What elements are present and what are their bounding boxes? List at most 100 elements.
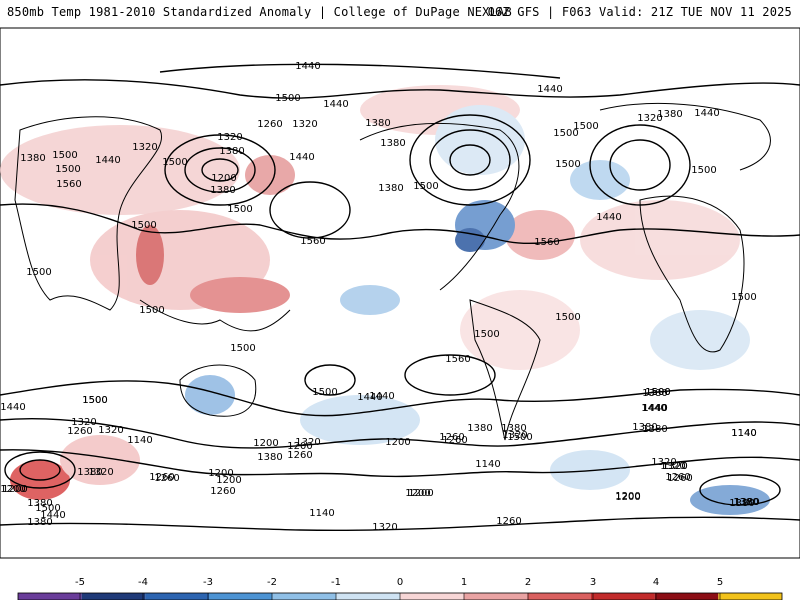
contour-label: 1560 [300, 236, 325, 247]
contour-label: 1500 [26, 267, 51, 278]
contour-label: 1380 [77, 467, 102, 478]
colorbar-swatch [718, 593, 782, 600]
cold-anomaly [185, 375, 235, 415]
colorbar-tick-label: 0 [397, 577, 403, 588]
contour-label: 1440 [537, 84, 562, 95]
contour-label: 1440 [357, 392, 382, 403]
contour-line [269, 181, 351, 239]
contour-label: 1440 [40, 510, 65, 521]
australia-coast [179, 364, 257, 417]
contour-line [609, 139, 671, 191]
contour-label: 1500 [139, 305, 164, 316]
contour-label: 1380 [733, 497, 758, 508]
contour-label: 1380 [27, 498, 52, 509]
contour-label: 1380 [365, 118, 390, 129]
colorbar-swatch [18, 593, 82, 600]
contour-line [0, 516, 800, 532]
contour-label: 1500 [555, 159, 580, 170]
contour-label: 1140 [127, 435, 152, 446]
contour-label: 1380 [27, 517, 52, 528]
colorbar-swatch [145, 593, 209, 600]
colorbar-swatch [654, 593, 719, 600]
contour-label: 1500 [645, 387, 670, 398]
contour-label: 1320 [88, 467, 113, 478]
contour-label: 1200 [405, 488, 430, 499]
contour-label: 1200 [287, 441, 312, 452]
contour-label: 1320 [98, 425, 123, 436]
contour-label: 1380 [729, 498, 754, 509]
contour-label: 1200 [615, 491, 640, 502]
contour-label: 1320 [372, 522, 397, 533]
contour-label: 1500 [230, 343, 255, 354]
contour-label: 1500 [573, 121, 598, 132]
contour-label: 1200 [208, 468, 233, 479]
warm-anomaly [0, 125, 240, 215]
contour-label: 1260 [67, 426, 92, 437]
contour-label: 1320 [660, 461, 685, 472]
colorbar-swatch [209, 593, 273, 600]
contour-label: 1500 [553, 128, 578, 139]
contour-label: 1380 [657, 109, 682, 120]
contour-label: 1500 [413, 181, 438, 192]
warm-anomaly [245, 155, 295, 195]
contour-label: 1440 [642, 403, 667, 414]
contour-label: 1260 [210, 486, 235, 497]
contour-label: 1500 [55, 164, 80, 175]
contour-label: 1500 [507, 432, 532, 443]
contour-label: 1140 [309, 508, 334, 519]
contour-label: 1260 [667, 473, 692, 484]
contour-line [159, 63, 561, 79]
cold-anomaly [340, 285, 400, 315]
contour-label: 1500 [35, 503, 60, 514]
colorbar-swatch [527, 593, 591, 600]
maritime-asia-coast [139, 299, 291, 332]
model-run-info: 06Z GFS | F063 Valid: 21Z TUE NOV 11 202… [487, 5, 792, 19]
contour-label: 1380 [257, 452, 282, 463]
contour-label: 1440 [95, 155, 120, 166]
warm-anomaly [505, 210, 575, 260]
contour-label: 1500 [691, 165, 716, 176]
colorbar-swatch [336, 593, 400, 600]
asia-coast [14, 116, 163, 311]
colorbar-tick-label: -5 [75, 577, 85, 588]
cold-anomaly [300, 395, 420, 445]
contour-label: 1320 [132, 142, 157, 153]
contour-label: 1260 [442, 435, 467, 446]
warm-anomaly [190, 277, 290, 313]
contour-label: 1200 [0, 484, 25, 495]
cold-anomaly [690, 485, 770, 515]
colorbar-swatch [81, 593, 146, 600]
contour-label: 1440 [369, 391, 394, 402]
contour-label: 1380 [378, 183, 403, 194]
map-title: 850mb Temp 1981-2010 Standardized Anomal… [7, 5, 512, 19]
contour-label: 1260 [257, 119, 282, 130]
contour-label: 1260 [154, 473, 179, 484]
colorbar-swatch [272, 593, 337, 600]
contour-label: 1260 [287, 450, 312, 461]
contour-line [164, 134, 276, 206]
europe-coast [599, 102, 771, 171]
contour-label: 1440 [295, 61, 320, 72]
contour-line [304, 364, 356, 396]
contour-label: 1500 [731, 292, 756, 303]
contour-line [19, 459, 61, 481]
contour-label: 1260 [149, 472, 174, 483]
south-america-coast [469, 299, 541, 441]
contour-label: 1320 [217, 132, 242, 143]
contour-label: 1320 [662, 461, 687, 472]
contour-label: 1380 [632, 422, 657, 433]
colorbar-tick-label: 1 [461, 577, 467, 588]
contour-label: 1140 [731, 428, 756, 439]
contour-label: 1500 [645, 387, 670, 398]
contour-label: 1560 [534, 237, 559, 248]
colorbar-tick-label: -4 [138, 577, 148, 588]
contour-label: 1380 [467, 423, 492, 434]
colorbar-tick-label: 4 [653, 577, 659, 588]
contour-label: 1380 [642, 388, 667, 399]
cold-anomaly [570, 160, 630, 200]
colorbar-swatch [400, 593, 464, 600]
contour-line [0, 79, 800, 99]
contour-line [0, 449, 800, 478]
contour-label: 1200 [385, 437, 410, 448]
